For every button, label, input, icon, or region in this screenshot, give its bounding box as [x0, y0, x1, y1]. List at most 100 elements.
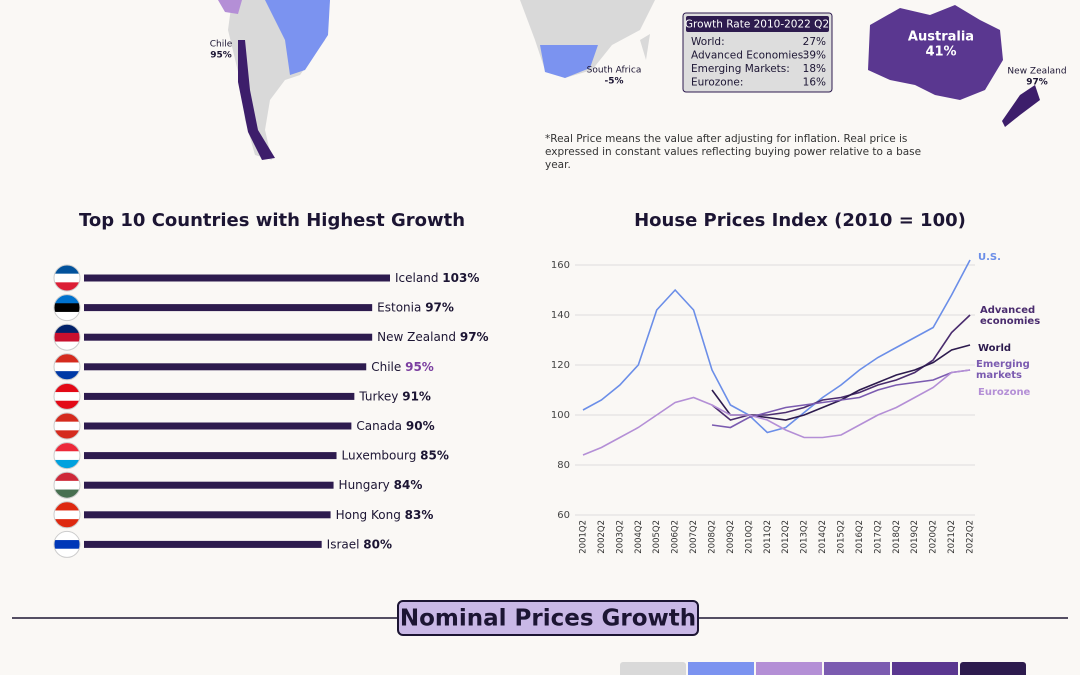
section-box: [397, 600, 699, 636]
x-tick-label: 2006Q2: [671, 520, 681, 554]
flag-band: [54, 311, 80, 321]
flag-ring: [53, 323, 81, 351]
bar-label: Turkey 91%: [358, 389, 431, 403]
x-tick-label: 2013Q2: [800, 520, 810, 554]
flag-band: [54, 548, 80, 558]
flag-band: [54, 332, 80, 343]
x-tick-label: 2016Q2: [855, 520, 865, 554]
chart-title: Top 10 Countries with Highest Growth: [79, 210, 465, 231]
category-label: Hungary: [339, 478, 390, 492]
value-label: 95%: [405, 359, 434, 373]
bar: [84, 422, 352, 430]
x-tick-label: 2021Q2: [947, 520, 957, 554]
bar: [84, 511, 331, 519]
flag-ring: [53, 530, 81, 558]
series-label: Advanced economies: [980, 305, 1041, 327]
flag-band: [54, 400, 80, 410]
category-label: Israel: [327, 537, 360, 551]
y-tick-label: 100: [551, 410, 570, 421]
box-label: Emerging Markets:: [691, 63, 790, 75]
series-line: [711, 344, 971, 421]
x-tick-label: 2005Q2: [652, 520, 662, 554]
flag-ring: [53, 353, 81, 381]
bar: [84, 363, 367, 371]
growth-box-header: [686, 16, 829, 32]
x-tick-label: 2004Q2: [634, 520, 644, 554]
bar: [84, 392, 355, 400]
bar-label: Hong Kong 83%: [336, 507, 434, 521]
bar: [84, 452, 337, 460]
section-title: Nominal Prices Growth: [400, 606, 696, 632]
box-value: 39%: [803, 50, 826, 62]
map-label: Australia: [908, 30, 974, 45]
flag-band: [54, 472, 80, 482]
x-tick-label: 2017Q2: [873, 520, 883, 554]
legend-block: [688, 662, 754, 675]
category-label: Canada: [356, 419, 402, 433]
y-tick-label: 80: [557, 460, 570, 471]
bar-label: Israel 80%: [327, 537, 392, 551]
box-label: Advanced Economies:: [691, 50, 807, 62]
map-label: Chile: [210, 40, 233, 50]
flag-band: [54, 501, 80, 511]
x-tick-label: 2020Q2: [929, 520, 939, 554]
flag-ring: [53, 442, 81, 470]
series-label: U.S.: [978, 252, 1001, 263]
box-label: World:: [691, 36, 725, 48]
x-tick-label: 2015Q2: [837, 520, 847, 554]
x-tick-label: 2002Q2: [597, 520, 607, 554]
flag-band: [54, 294, 80, 304]
category-label: Turkey: [358, 389, 398, 403]
x-tick-label: 2001Q2: [579, 520, 589, 554]
flag-band: [54, 540, 80, 550]
flag-band: [54, 451, 80, 461]
value-label: 97%: [460, 330, 489, 344]
value-label: 90%: [406, 419, 435, 433]
bar: [84, 274, 390, 282]
region: [218, 0, 242, 14]
x-tick-label: 2014Q2: [818, 520, 828, 554]
bar-label: Chile 95%: [371, 359, 434, 373]
x-tick-label: 2019Q2: [910, 520, 920, 554]
series-line: [582, 369, 971, 456]
x-tick-label: 2012Q2: [781, 520, 791, 554]
flag-band: [54, 303, 80, 313]
map-value: 41%: [925, 45, 956, 60]
chart-title: House Prices Index (2010 = 100): [634, 210, 966, 231]
x-tick-label: 2010Q2: [744, 520, 754, 554]
chile-shape: [238, 40, 275, 160]
series-label: Emerging markets: [976, 359, 1030, 381]
x-tick-label: 2018Q2: [892, 520, 902, 554]
flag-ring: [53, 501, 81, 529]
bar-label: New Zealand 97%: [377, 330, 488, 344]
y-tick-label: 160: [551, 260, 570, 271]
flag-band: [54, 371, 80, 380]
value-label: 80%: [363, 537, 392, 551]
flag-band: [54, 421, 80, 431]
flag-band: [54, 362, 80, 372]
x-tick-label: 2008Q2: [708, 520, 718, 554]
flag-ring: [53, 294, 81, 322]
flag-band: [54, 480, 80, 491]
value-label: 91%: [402, 389, 431, 403]
flag-ring: [53, 471, 81, 499]
x-tick-label: 2009Q2: [726, 520, 736, 554]
category-label: Chile: [371, 359, 401, 373]
bar: [84, 481, 334, 489]
flag-ring: [53, 382, 81, 410]
region: [265, 0, 330, 75]
flag-ring: [53, 412, 81, 440]
legend-block: [824, 662, 890, 675]
bar-label: Luxembourg 85%: [342, 448, 449, 462]
flag-band: [54, 489, 80, 499]
category-label: Iceland: [395, 271, 438, 285]
flag-band: [54, 442, 80, 452]
legend-block: [960, 662, 1026, 675]
south-africa-shape: [540, 45, 598, 78]
flag-band: [54, 282, 80, 291]
x-tick-label: 2007Q2: [689, 520, 699, 554]
legend-block: [756, 662, 822, 675]
new-zealand-shape: [1002, 85, 1040, 127]
footnote: *Real Price means the value after adjust…: [545, 133, 922, 171]
box-value: 16%: [803, 77, 826, 89]
